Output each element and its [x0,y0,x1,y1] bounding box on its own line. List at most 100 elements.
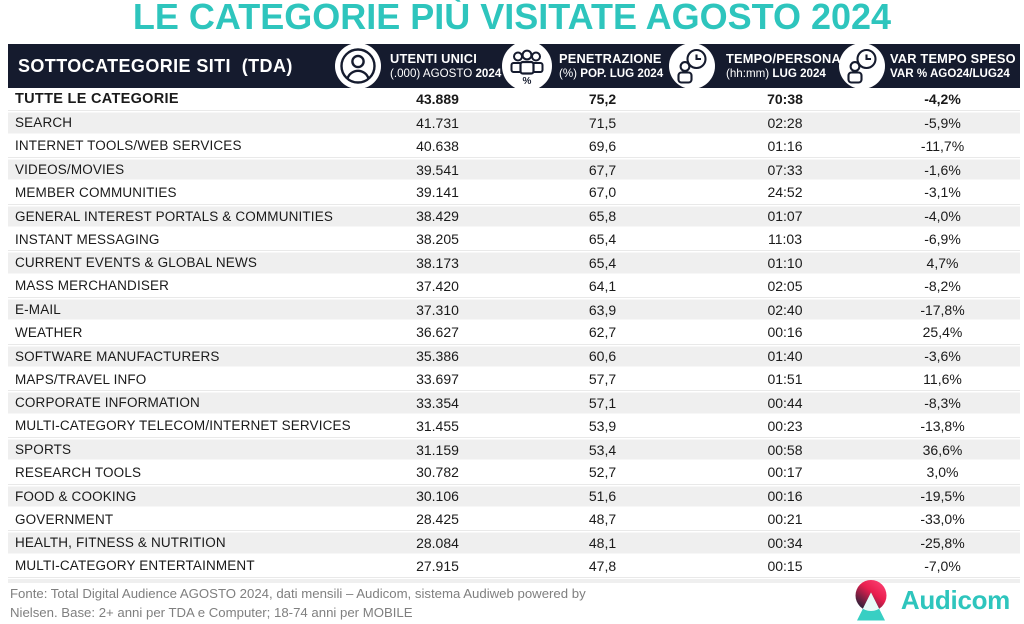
category-cell: INSTANT MESSAGING [15,231,160,247]
table-row: GENERAL INTEREST PORTALS & COMMUNITIES 3… [8,204,1020,228]
unique-users-cell: 37.420 [416,277,459,294]
time-per-person-cell: 00:21 [767,511,803,528]
unique-users-cell: 39.541 [416,161,459,178]
time-per-person-cell: 00:23 [767,417,803,434]
person-clock-icon [669,43,715,89]
unique-users-cell: 30.106 [416,488,459,505]
time-variation-cell: -4,2% [924,91,961,108]
source-note-line1: Fonte: Total Digital Audience AGOSTO 202… [10,586,586,601]
table-row: SOFTWARE MANUFACTURERS 35.386 60,6 01:40… [8,344,1020,368]
unique-users-cell: 35.386 [416,348,459,365]
unique-users-cell: 38.429 [416,208,459,225]
category-cell: RESEARCH TOOLS [15,464,142,480]
unique-users-cell: 38.173 [416,254,459,271]
category-cell: WEATHER [15,324,83,340]
time-variation-cell: 25,4% [922,324,963,341]
penetration-cell: 65,8 [588,208,617,225]
unique-users-cell: 36.627 [416,324,459,341]
unique-users-cell: 28.084 [416,534,459,551]
category-cell: TUTTE LE CATEGORIE [15,91,179,108]
time-variation-cell: 4,7% [926,254,959,271]
penetration-cell: 63,9 [588,301,617,318]
unique-users-cell: 41.731 [416,114,459,131]
category-cell: MULTI-CATEGORY ENTERTAINMENT [15,558,255,574]
table-row: HEALTH, FITNESS & NUTRITION 28.084 48,1 … [8,531,1020,555]
table-row: WEATHER 36.627 62,7 00:16 25,4% [8,321,1020,345]
category-cell: GOVERNMENT [15,511,114,527]
time-per-person-cell: 00:16 [767,488,803,505]
penetration-cell: 65,4 [588,254,617,271]
population-percent-icon: % [502,41,552,91]
penetration-cell: 67,7 [588,161,617,178]
column-header-utenti-unici: UTENTI UNICI (.000) AGOSTO 2024 [390,50,502,80]
time-per-person-cell: 24:52 [767,184,803,201]
category-cell: HEALTH, FITNESS & NUTRITION [15,535,226,551]
category-cell: GENERAL INTEREST PORTALS & COMMUNITIES [15,208,334,224]
penetration-cell: 60,6 [588,348,617,365]
penetration-cell: 57,7 [588,371,617,388]
table-row: INSTANT MESSAGING 38.205 65,4 11:03 -6,9… [8,228,1020,252]
table-header-bar: SOTTOCATEGORIE SITI (TDA) UTENTI UNICI (… [8,41,1020,91]
unique-users-cell: 30.782 [416,464,459,481]
page-title: LE CATEGORIE PIÙ VISITATE AGOSTO 2024 [132,0,892,37]
time-variation-cell: 36,6% [922,441,963,458]
unique-users-cell: 27.915 [416,557,459,574]
time-variation-cell: -7,0% [924,557,961,574]
time-per-person-cell: 02:05 [767,277,803,294]
time-variation-cell: -8,3% [924,394,961,411]
table-row: GOVERNMENT 28.425 48,7 00:21 -33,0% [8,508,1020,532]
table-row: VIDEOS/MOVIES 39.541 67,7 07:33 -1,6% [8,157,1020,182]
table-row: INTERNET TOOLS/WEB SERVICES 40.638 69,6 … [8,135,1020,158]
table-row: MULTI-CATEGORY ENTERTAINMENT 27.915 47,8… [8,555,1020,578]
time-per-person-cell: 00:17 [767,464,803,481]
time-variation-cell: -33,0% [920,511,965,528]
penetration-cell: 48,7 [588,511,617,528]
penetration-cell: 65,4 [588,231,617,248]
unique-users-cell: 33.354 [416,394,459,411]
table-row: CORPORATE INFORMATION 33.354 57,1 00:44 … [8,391,1020,415]
table-row: SEARCH 41.731 71,5 02:28 -5,9% [8,111,1020,135]
penetration-cell: 75,2 [588,91,617,108]
unique-users-cell: 33.697 [416,371,459,388]
category-cell: MASS MERCHANDISER [15,278,170,294]
penetration-cell: 71,5 [588,114,617,131]
penetration-cell: 53,4 [588,441,617,458]
audicom-logo: Audicom [850,578,1010,622]
time-per-person-cell: 11:03 [768,231,802,248]
category-cell: CORPORATE INFORMATION [15,395,200,411]
time-per-person-cell: 00:16 [767,324,803,341]
column-header-var-tempo-speso: VAR TEMPO SPESO VAR % AGO24/LUG24 [890,50,1016,80]
time-per-person-cell: 07:33 [767,161,803,178]
category-cell: E-MAIL [15,302,61,318]
table-bottom-strip [8,578,1020,583]
table-row: FOOD & COOKING 30.106 51,6 00:16 -19,5% [8,484,1020,508]
time-variation-cell: -3,6% [924,348,961,365]
time-per-person-cell: 00:58 [767,441,803,458]
category-cell: SOFTWARE MANUFACTURERS [15,348,220,364]
time-per-person-cell: 01:51 [767,371,803,388]
unique-users-cell: 43.889 [416,91,459,108]
table-row: CURRENT EVENTS & GLOBAL NEWS 38.173 65,4… [8,251,1020,275]
unique-users-cell: 40.638 [416,137,459,154]
time-per-person-cell: 02:40 [767,301,803,318]
penetration-cell: 57,1 [588,394,617,411]
table-body: TUTTE LE CATEGORIE 43.889 75,2 70:38 -4,… [8,88,1020,578]
penetration-cell: 47,8 [588,557,617,574]
unique-users-cell: 28.425 [416,511,459,528]
penetration-cell: 62,7 [588,324,617,341]
category-cell: FOOD & COOKING [15,488,137,504]
penetration-cell: 69,6 [588,137,617,154]
penetration-cell: 48,1 [588,534,617,551]
time-per-person-cell: 01:07 [767,208,803,225]
penetration-cell: 64,1 [588,277,617,294]
unique-users-cell: 31.159 [416,441,459,458]
time-variation-cell: -25,8% [920,534,965,551]
time-per-person-cell: 01:10 [767,254,803,271]
column-header-tempo-persona: TEMPO/PERSONA (hh:mm) LUG 2024 [726,50,841,80]
time-variation-cell: -3,1% [924,184,961,201]
time-variation-cell: -19,5% [920,488,965,505]
time-per-person-cell: 00:34 [767,534,803,551]
column-header-sottocategorie: SOTTOCATEGORIE SITI (TDA) [18,55,293,76]
time-variation-cell: 11,6% [923,371,962,388]
table-row: E-MAIL 37.310 63,9 02:40 -17,8% [8,297,1020,322]
